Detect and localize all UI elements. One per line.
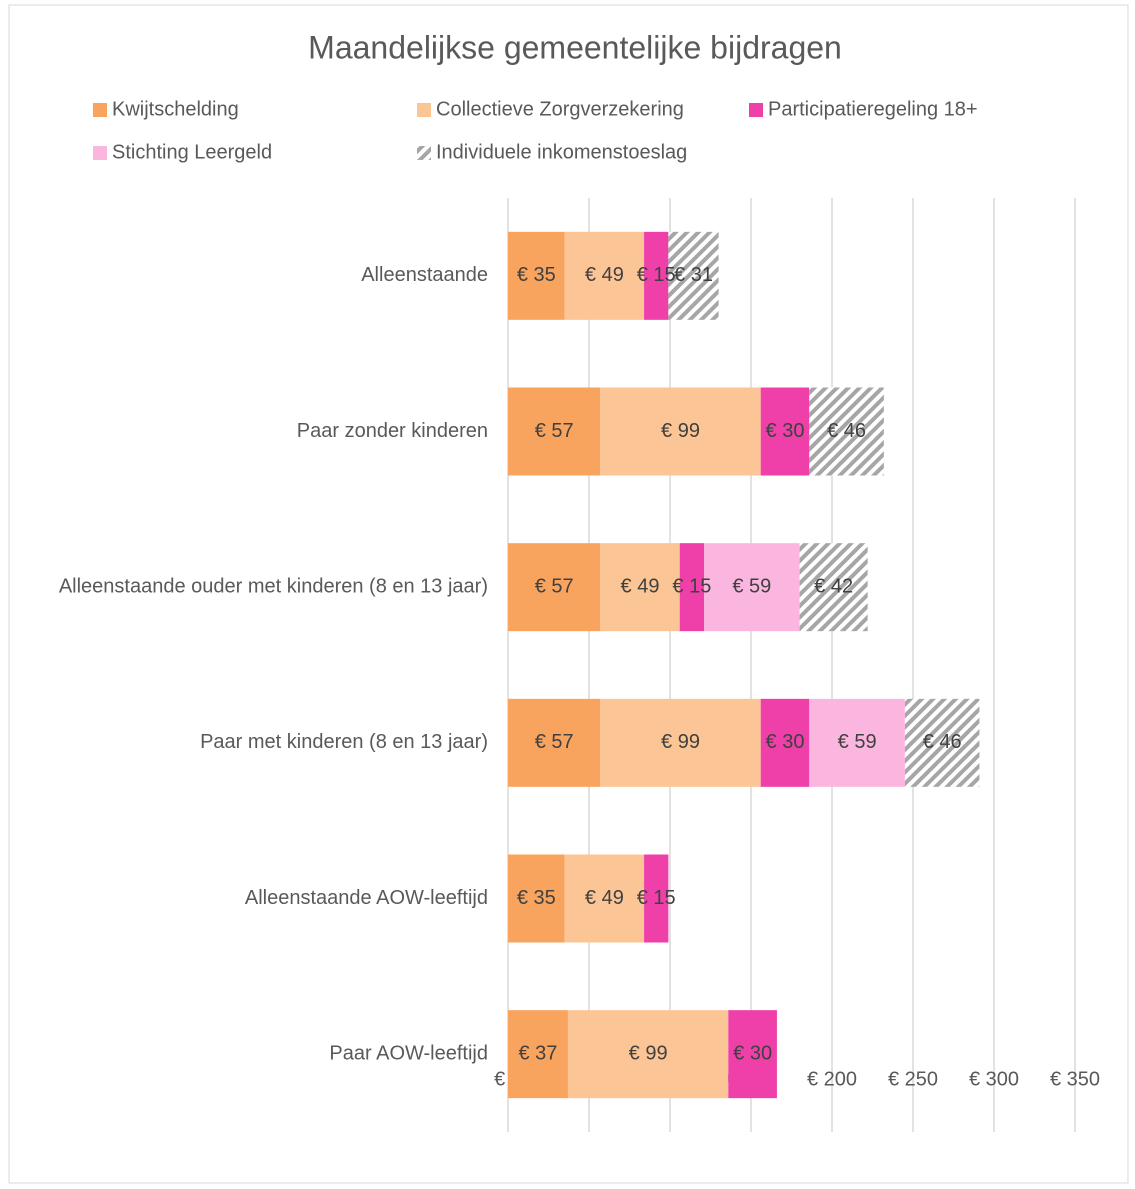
data-label: € 42 bbox=[814, 575, 853, 597]
bar-segment bbox=[668, 231, 719, 320]
data-label: € 99 bbox=[661, 420, 700, 442]
data-label: € 30 bbox=[766, 731, 805, 753]
data-label: € 49 bbox=[585, 887, 624, 909]
legend-marker bbox=[417, 103, 431, 117]
data-label: € 59 bbox=[732, 575, 771, 597]
bar-segment bbox=[704, 543, 800, 632]
bar-segment bbox=[760, 698, 810, 787]
legend-marker bbox=[93, 103, 107, 117]
x-tick-label: € 250 bbox=[888, 1068, 938, 1090]
bar-segment bbox=[644, 854, 669, 943]
data-label: € 57 bbox=[535, 575, 574, 597]
bar-segment bbox=[799, 543, 868, 632]
y-tick-label: Alleenstaande ouder met kinderen (8 en 1… bbox=[59, 575, 488, 597]
bar-segment bbox=[567, 1010, 729, 1099]
y-tick-label: Paar zonder kinderen bbox=[297, 420, 488, 442]
bar-segment bbox=[644, 231, 669, 320]
y-tick-label: Alleenstaande bbox=[361, 264, 488, 286]
data-label: € 46 bbox=[827, 420, 866, 442]
x-tick-label: € 350 bbox=[1050, 1068, 1100, 1090]
data-label: € 99 bbox=[661, 731, 700, 753]
data-label: € 59 bbox=[838, 731, 877, 753]
bar-segment bbox=[564, 231, 645, 320]
bar-segment bbox=[679, 543, 705, 632]
legend-label: Individuele inkomenstoeslag bbox=[436, 141, 687, 163]
data-label: € 49 bbox=[621, 575, 660, 597]
bar-segment bbox=[508, 543, 601, 632]
y-tick-label: Paar met kinderen (8 en 13 jaar) bbox=[200, 731, 488, 753]
bar-segment bbox=[600, 543, 680, 632]
chart-title: Maandelijkse gemeentelijke bijdragen bbox=[308, 29, 842, 65]
x-tick-label: € 300 bbox=[969, 1068, 1019, 1090]
y-tick-label: Alleenstaande AOW-leeftijd bbox=[245, 887, 488, 909]
data-label: € 15 bbox=[637, 887, 676, 909]
legend-label: Kwijtschelding bbox=[112, 98, 239, 120]
data-label: € 35 bbox=[517, 887, 556, 909]
data-label: € 30 bbox=[766, 420, 805, 442]
bar-segment bbox=[809, 698, 905, 787]
bar-segment bbox=[600, 698, 761, 787]
x-tick-label: € 200 bbox=[807, 1068, 857, 1090]
bar-segment bbox=[564, 854, 645, 943]
data-label: € 57 bbox=[535, 420, 574, 442]
bar-segment bbox=[508, 698, 601, 787]
bar-segment bbox=[904, 698, 980, 787]
data-label: € 35 bbox=[517, 264, 556, 286]
data-label: € 99 bbox=[629, 1042, 668, 1064]
bar-segment bbox=[728, 1010, 777, 1099]
data-label: € 15 bbox=[672, 575, 711, 597]
data-label: € 30 bbox=[733, 1042, 772, 1064]
legend-label: Collectieve Zorgverzekering bbox=[436, 98, 684, 120]
bar-segment bbox=[508, 231, 565, 320]
legend-marker bbox=[417, 146, 431, 160]
data-label: € 49 bbox=[585, 264, 624, 286]
legend-marker bbox=[93, 146, 107, 160]
data-label: € 37 bbox=[519, 1042, 558, 1064]
bar-segment bbox=[600, 387, 761, 476]
bar-segment bbox=[508, 387, 601, 476]
legend-label: Stichting Leergeld bbox=[112, 141, 272, 163]
bar-segment bbox=[809, 387, 884, 476]
data-label: € 57 bbox=[535, 731, 574, 753]
data-label: € 46 bbox=[923, 731, 962, 753]
legend-label: Participatieregeling 18+ bbox=[768, 98, 978, 120]
bar-segment bbox=[760, 387, 810, 476]
bar-segment bbox=[508, 854, 565, 943]
legend-marker bbox=[749, 103, 763, 117]
data-label: € 15 bbox=[637, 264, 676, 286]
data-label: € 31 bbox=[674, 264, 713, 286]
y-tick-label: Paar AOW-leeftijd bbox=[329, 1042, 488, 1064]
bar-segment bbox=[508, 1010, 568, 1099]
